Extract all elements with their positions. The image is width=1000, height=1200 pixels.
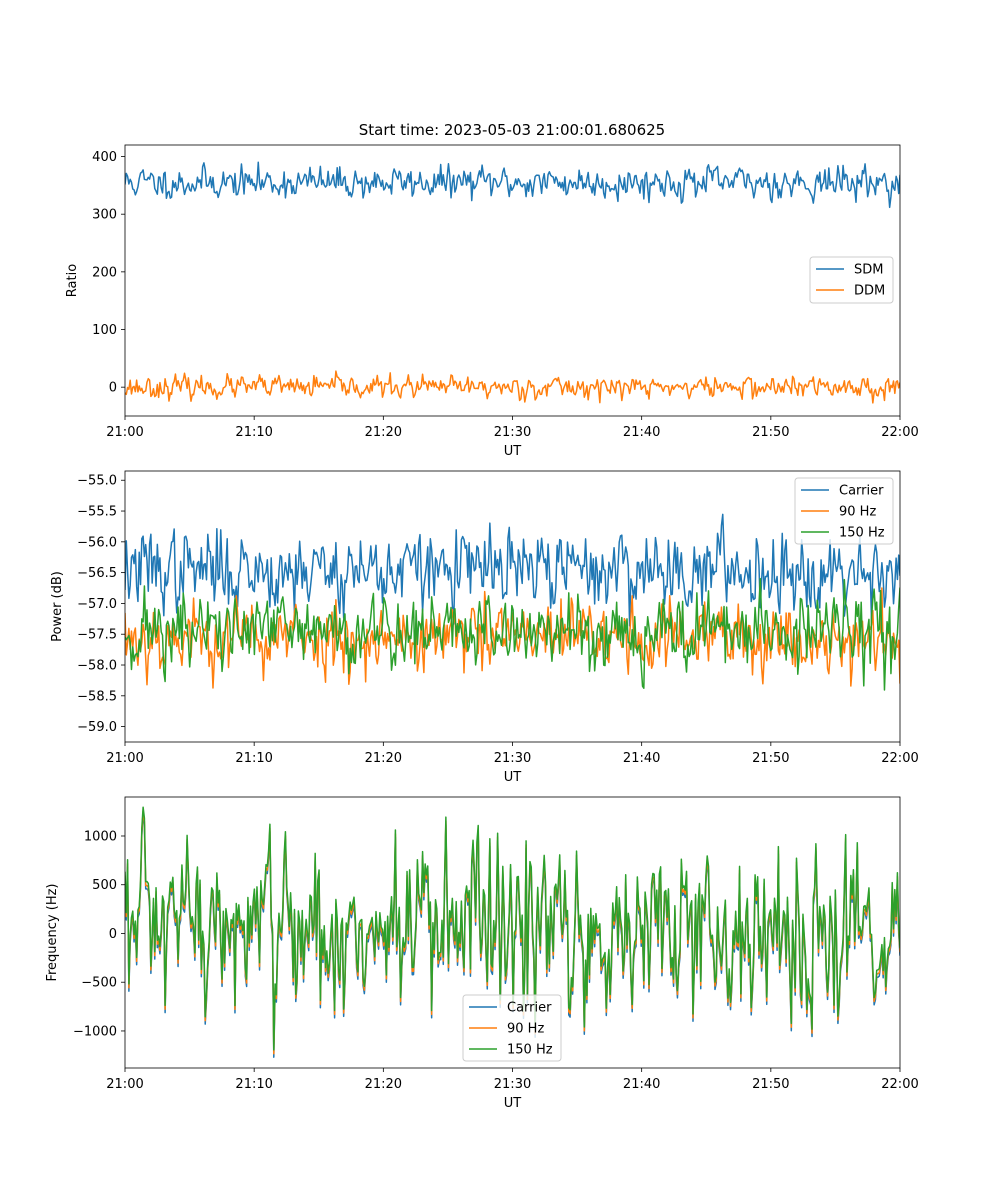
series-line-sdm: [125, 161, 900, 209]
y-axis-label: Power (dB): [50, 571, 65, 642]
y-axis-label: Frequency (Hz): [45, 883, 60, 981]
x-tick-label: 21:50: [752, 425, 789, 440]
y-tick-label: 400: [92, 150, 117, 165]
legend-box: [794, 477, 894, 545]
x-tick-label: 21:10: [235, 751, 272, 766]
legend-entry: Carrier: [507, 1001, 552, 1016]
y-tick-label: 300: [92, 208, 117, 223]
y-tick-label: 0: [109, 381, 117, 396]
y-tick-label: 100: [92, 323, 117, 338]
series-group: [125, 513, 900, 691]
series-line-150-hz: [125, 577, 900, 691]
x-tick-label: 21:40: [623, 425, 660, 440]
x-tick-label: 21:00: [106, 751, 143, 766]
x-tick-label: 21:20: [365, 1077, 402, 1092]
x-tick-label: 21:50: [752, 1077, 789, 1092]
x-tick-label: 21:40: [623, 751, 660, 766]
y-tick-label: −58.5: [77, 689, 117, 704]
legend-entry: 150 Hz: [507, 1043, 553, 1058]
y-tick-label: −500: [81, 976, 117, 991]
y-tick-label: 1000: [84, 829, 117, 844]
series-line-150-hz: [125, 806, 900, 1051]
y-tick-label: 200: [92, 265, 117, 280]
x-tick-label: 21:30: [494, 1077, 531, 1092]
y-tick-label: −55.5: [77, 505, 117, 520]
legend-entry: 150 Hz: [839, 526, 885, 541]
x-tick-label: 21:10: [235, 425, 272, 440]
legend-entry: SDM: [854, 263, 883, 278]
x-tick-label: 21:00: [106, 1077, 143, 1092]
legend-entry: 90 Hz: [839, 505, 876, 520]
x-tick-label: 21:40: [623, 1077, 660, 1092]
y-tick-label: −56.0: [77, 535, 117, 550]
legend-box: [462, 994, 562, 1062]
y-tick-label: 0: [109, 927, 117, 942]
x-axis-label: UT: [504, 770, 522, 785]
y-axis-label: Ratio: [65, 264, 80, 297]
frequency-panel: 21:00 21:10 21:20 21:30 21:40 21:50 22:00 −1000…: [45, 796, 919, 1111]
y-tick-label: −58.0: [77, 659, 117, 674]
series-line-ddm: [125, 370, 900, 404]
y-tick-label: −56.5: [77, 566, 117, 581]
y-tick-label: −57.5: [77, 628, 117, 643]
series-line-carrier: [125, 513, 900, 627]
y-tick-label: −1000: [73, 1024, 117, 1039]
x-tick-label: 21:00: [106, 425, 143, 440]
figure-title: Start time: 2023-05-03 21:00:01.680625: [359, 121, 665, 139]
y-tick-label: −57.0: [77, 597, 117, 612]
power-panel: 21:00 21:10 21:20 21:30 21:40 21:50 22:00 −59.0…: [50, 470, 919, 785]
legend-entry: DDM: [854, 284, 885, 299]
series-group: [125, 806, 900, 1058]
x-tick-label: 21:10: [235, 1077, 272, 1092]
x-tick-label: 21:30: [494, 425, 531, 440]
x-tick-label: 22:00: [881, 1077, 918, 1092]
x-tick-label: 21:30: [494, 751, 531, 766]
x-tick-label: 22:00: [881, 425, 918, 440]
x-axis-label: UT: [504, 444, 522, 459]
x-tick-label: 21:20: [365, 425, 402, 440]
x-tick-label: 21:50: [752, 751, 789, 766]
legend-entry: 90 Hz: [507, 1022, 544, 1037]
y-tick-label: −55.0: [77, 474, 117, 489]
x-tick-label: 21:20: [365, 751, 402, 766]
y-tick-label: 500: [92, 878, 117, 893]
series-group: [125, 161, 900, 404]
y-tick-label: −59.0: [77, 720, 117, 735]
ratio-panel: 21:00 21:10 21:20 21:30 21:40 21:50 22:00 0 100 2…: [65, 144, 919, 459]
legend-entry: Carrier: [839, 484, 884, 499]
x-axis-label: UT: [504, 1096, 522, 1111]
x-tick-label: 22:00: [881, 751, 918, 766]
